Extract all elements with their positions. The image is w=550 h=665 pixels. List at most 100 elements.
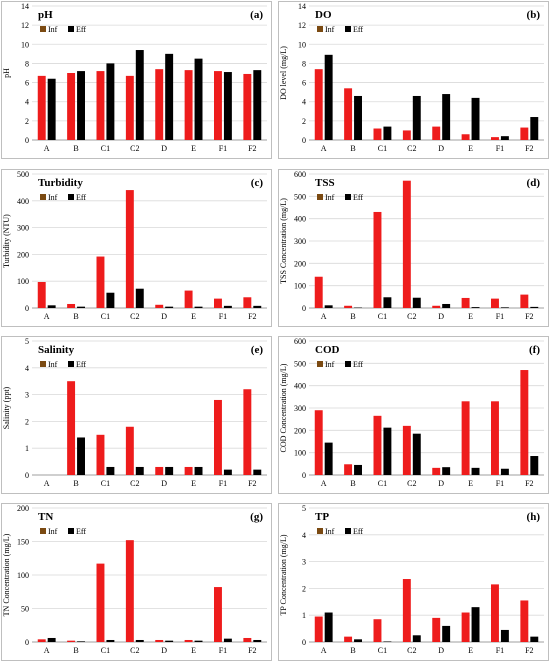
bar-eff-f1 [223,72,232,140]
bar-eff-f2 [530,117,539,140]
x-tick-label: B [73,312,78,321]
bar-inf-f1 [491,401,499,475]
x-tick-label: E [191,646,196,655]
bar-inf-b [67,381,76,475]
x-tick-label: B [350,479,355,488]
x-tick-label: D [438,312,444,321]
bar-inf-c1 [373,211,382,308]
bar-inf-c2 [125,426,134,475]
y-tick-label: 12 [298,21,306,30]
bar-inf-f1 [491,137,499,140]
x-tick-label: A [321,312,327,321]
x-tick-label: F1 [219,144,227,153]
x-tick-label: E [468,312,473,321]
y-tick-label: 14 [298,2,306,11]
y-tick-label: 200 [17,250,29,259]
bar-eff-f2 [253,639,262,642]
bar-eff-a [324,442,333,475]
y-tick-label: 0 [302,136,306,145]
legend-swatch-inf [317,26,323,32]
bar-eff-f1 [500,136,509,140]
x-tick-label: C1 [378,646,387,655]
bar-eff-e [194,58,203,141]
panel-letter: (b) [527,9,541,21]
bar-eff-f2 [530,306,539,308]
y-tick-label: 2 [25,417,29,426]
y-tick-label: 500 [294,359,306,368]
y-tick-label: 500 [294,192,306,201]
bar-eff-c1 [383,427,392,475]
y-tick-label: 2 [25,117,29,126]
bar-inf-f2 [243,73,252,140]
chart-panel-4: 0 100 200 300 400 500 600 A B C1 C2 D E F1 F2 TSS Conce… [278,169,549,327]
bar-inf-b [67,640,76,642]
bar-eff-b [77,437,85,475]
bar-eff-b [77,306,85,308]
legend-label-eff: Eff [353,527,363,536]
bar-inf-f1 [214,587,222,642]
bar-inf-d [432,126,441,140]
chart-panel-7: 0 50 100 150 200 A B C1 C2 D E F1 F2 TN Concentration… [1,503,272,661]
legend-label-inf: Inf [325,25,335,34]
bar-inf-e [461,401,470,475]
bar-eff-f1 [223,305,232,308]
bar-inf-c1 [96,256,105,308]
bar-eff-f2 [253,70,262,140]
legend-label-eff: Eff [353,360,363,369]
bar-eff-f2 [530,456,539,475]
bar-eff-a [324,54,333,140]
chart-panel-3: 0 100 200 300 400 500 A B C1 C2 D E F1 F2 Turbidity (N… [1,169,272,327]
bar-eff-b [77,71,85,140]
bar-inf-a [314,69,323,140]
y-axis-label: COD Concentration (mg/L) [279,363,288,452]
legend-label-inf: Inf [325,360,335,369]
x-tick-label: B [350,312,355,321]
x-tick-label: A [44,312,50,321]
x-tick-label: D [438,646,444,655]
x-tick-label: C2 [130,312,139,321]
legend-label-inf: Inf [48,527,58,536]
y-tick-label: 0 [25,638,29,647]
bar-eff-a [47,78,56,140]
legend-label-eff: Eff [76,25,86,34]
bar-eff-f2 [253,305,262,308]
bar-inf-f1 [491,584,499,642]
x-tick-label: C1 [101,479,110,488]
y-tick-label: 4 [25,364,29,373]
x-tick-label: C2 [407,312,416,321]
y-tick-label: 2 [302,584,306,593]
x-tick-label: F2 [248,479,256,488]
x-tick-label: F1 [219,312,227,321]
bar-inf-f1 [214,71,222,140]
bar-inf-c2 [402,425,411,475]
x-tick-label: A [44,479,50,488]
x-tick-label: B [73,479,78,488]
chart-title: TN [38,511,53,523]
y-tick-label: 0 [25,304,29,313]
legend-label-inf: Inf [48,25,58,34]
y-axis-label: Turbidity (NTU) [2,214,11,268]
bar-eff-e [194,640,203,642]
bar-inf-e [184,466,193,475]
bar-inf-f2 [520,600,529,642]
x-tick-label: C1 [378,479,387,488]
y-tick-label: 12 [21,21,29,30]
x-tick-label: D [161,479,167,488]
bar-inf-d [432,617,441,642]
bar-inf-e [184,70,193,140]
bar-eff-d [165,640,174,642]
bar-inf-d [155,69,164,140]
legend-label-eff: Eff [76,527,86,536]
bar-eff-e [471,607,480,642]
y-tick-label: 8 [302,59,306,68]
bar-inf-c1 [96,563,105,642]
bar-inf-b [67,73,76,140]
y-tick-label: 4 [302,98,306,107]
x-tick-label: D [161,144,167,153]
bar-eff-f1 [500,307,509,308]
chart-title: COD [315,344,340,356]
legend-swatch-inf [40,361,46,367]
x-tick-label: C2 [130,646,139,655]
x-tick-label: D [161,646,167,655]
legend-swatch-eff [345,26,351,32]
